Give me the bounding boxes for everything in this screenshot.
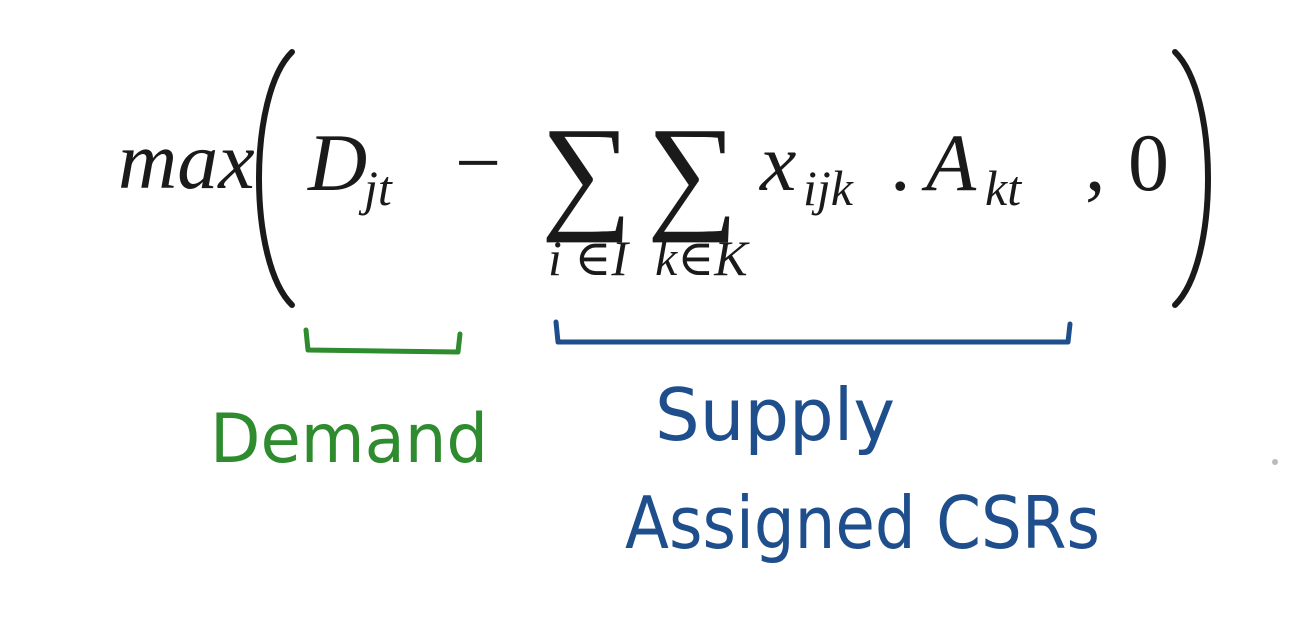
left-parenthesis (256, 49, 295, 308)
a-symbol: A (921, 117, 977, 208)
right-parenthesis (1172, 49, 1211, 308)
stray-mark (1272, 459, 1278, 465)
demand-subscript: jt (358, 160, 393, 216)
supply-label-line1: Supply (655, 373, 895, 457)
demand-label: Demand (210, 400, 488, 479)
supply-bracket (553, 319, 1073, 345)
sum-index-k: k∈K (655, 230, 750, 286)
sum-index-i: i ∈I (548, 230, 630, 286)
sum-symbol-k: ∑ (647, 101, 738, 243)
minus-sign: − (455, 117, 501, 208)
max-operator: max (118, 115, 255, 206)
a-subscript: kt (985, 160, 1022, 216)
sum-symbol-i: ∑ (541, 101, 632, 243)
dot-operator: . (890, 117, 911, 208)
comma: , (1085, 117, 1106, 208)
demand-symbol: D (307, 117, 367, 208)
x-subscript: ijk (803, 160, 854, 216)
zero-value: 0 (1128, 117, 1169, 208)
x-symbol: x (759, 117, 796, 208)
demand-bracket (303, 327, 463, 355)
supply-label-line2: Assigned CSRs (625, 481, 1100, 565)
